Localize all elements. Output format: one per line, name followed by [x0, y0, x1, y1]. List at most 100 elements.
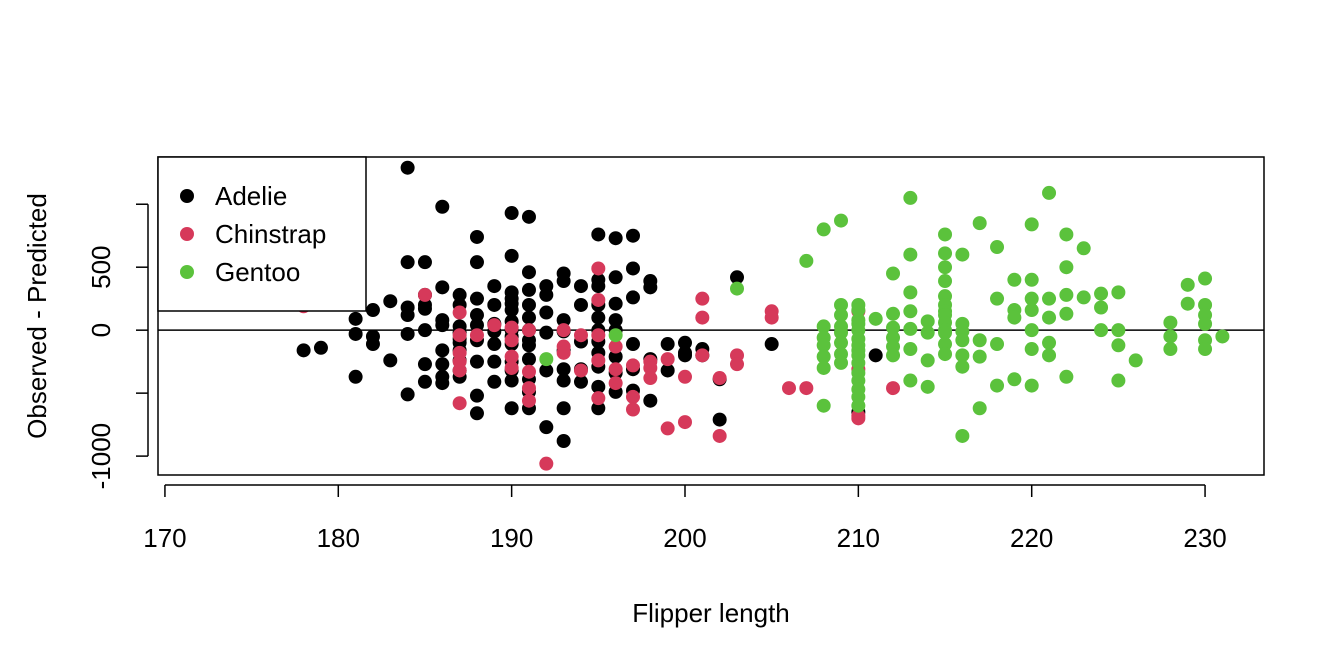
- point-gentoo-103: [1094, 286, 1109, 301]
- point-gentoo-12: [834, 297, 849, 312]
- point-adelie-71: [521, 209, 536, 224]
- point-gentoo-4: [816, 222, 831, 237]
- point-gentoo-96: [1059, 227, 1074, 242]
- point-chinstrap-2: [452, 305, 467, 320]
- point-chinstrap-13: [504, 360, 519, 375]
- point-chinstrap-30: [608, 362, 623, 377]
- point-gentoo-87: [1024, 303, 1039, 318]
- point-adelie-7: [365, 337, 380, 352]
- point-chinstrap-56: [851, 411, 866, 426]
- point-adelie-84: [539, 287, 554, 302]
- point-gentoo-55: [938, 274, 953, 289]
- point-adelie-62: [504, 303, 519, 318]
- point-gentoo-102: [1076, 290, 1091, 305]
- point-gentoo-107: [1111, 323, 1126, 338]
- point-adelie-9: [383, 353, 398, 368]
- x-tick-label-4: 210: [837, 523, 880, 553]
- point-adelie-43: [469, 291, 484, 306]
- point-adelie-94: [556, 362, 571, 377]
- point-adelie-26: [435, 318, 450, 333]
- point-adelie-8: [383, 294, 398, 309]
- point-adelie-31: [452, 287, 467, 302]
- point-adelie-88: [539, 420, 554, 435]
- point-adelie-0: [296, 343, 311, 358]
- point-adelie-57: [504, 206, 519, 221]
- point-chinstrap-45: [712, 371, 727, 386]
- point-adelie-69: [504, 373, 519, 388]
- legend-label-chinstrap: Chinstrap: [215, 219, 326, 249]
- point-gentoo-90: [1024, 378, 1039, 393]
- point-gentoo-0: [539, 352, 554, 367]
- point-adelie-136: [677, 348, 692, 363]
- legend-label-adelie: Adelie: [215, 181, 287, 211]
- point-chinstrap-14: [521, 323, 536, 338]
- point-chinstrap-27: [591, 353, 606, 368]
- point-gentoo-50: [920, 353, 935, 368]
- point-chinstrap-34: [625, 402, 640, 417]
- point-gentoo-68: [955, 333, 970, 348]
- point-gentoo-47: [903, 373, 918, 388]
- point-gentoo-72: [972, 216, 987, 231]
- x-tick-label-5: 220: [1010, 523, 1053, 553]
- point-gentoo-18: [834, 355, 849, 370]
- point-adelie-142: [764, 337, 779, 352]
- point-chinstrap-37: [643, 371, 658, 386]
- legend-label-gentoo: Gentoo: [215, 257, 300, 287]
- point-adelie-125: [625, 337, 640, 352]
- point-adelie-86: [539, 325, 554, 340]
- point-gentoo-111: [1163, 315, 1178, 330]
- point-chinstrap-48: [730, 357, 745, 372]
- point-adelie-41: [469, 229, 484, 244]
- point-adelie-129: [643, 280, 658, 295]
- point-gentoo-2: [730, 281, 745, 296]
- point-adelie-13: [400, 308, 415, 323]
- point-chinstrap-41: [677, 415, 692, 430]
- point-chinstrap-17: [521, 393, 536, 408]
- point-gentoo-20: [851, 303, 866, 318]
- point-gentoo-117: [1198, 297, 1213, 312]
- point-gentoo-114: [1180, 277, 1195, 292]
- x-tick-label-0: 170: [143, 523, 186, 553]
- point-adelie-27: [435, 343, 450, 358]
- y-tick-label-3: 500: [86, 246, 116, 289]
- x-tick-label-6: 230: [1183, 523, 1226, 553]
- point-adelie-72: [521, 265, 536, 280]
- point-gentoo-73: [972, 333, 987, 348]
- point-chinstrap-19: [556, 323, 571, 338]
- point-chinstrap-3: [452, 328, 467, 343]
- point-adelie-90: [556, 274, 571, 289]
- point-adelie-131: [643, 393, 658, 408]
- point-adelie-22: [417, 374, 432, 389]
- point-adelie-70: [504, 401, 519, 416]
- point-adelie-96: [556, 401, 571, 416]
- point-chinstrap-39: [660, 421, 675, 436]
- point-adelie-103: [591, 227, 606, 242]
- point-chinstrap-46: [712, 428, 727, 443]
- point-adelie-44: [469, 308, 484, 323]
- point-gentoo-71: [955, 428, 970, 443]
- point-chinstrap-28: [591, 391, 606, 406]
- point-gentoo-11: [834, 213, 849, 228]
- point-gentoo-49: [920, 325, 935, 340]
- data-points: [296, 160, 1230, 471]
- point-adelie-42: [469, 255, 484, 270]
- point-chinstrap-26: [591, 328, 606, 343]
- point-gentoo-52: [938, 227, 953, 242]
- point-chinstrap-36: [643, 360, 658, 375]
- point-chinstrap-52: [799, 381, 814, 396]
- point-chinstrap-33: [625, 389, 640, 404]
- point-chinstrap-38: [660, 352, 675, 367]
- point-gentoo-95: [1042, 348, 1057, 363]
- legend-marker-gentoo: [180, 265, 194, 279]
- point-gentoo-74: [972, 349, 987, 364]
- point-gentoo-45: [903, 321, 918, 336]
- point-gentoo-100: [1059, 369, 1074, 384]
- point-adelie-124: [625, 290, 640, 305]
- point-adelie-47: [469, 354, 484, 369]
- point-gentoo-64: [938, 347, 953, 362]
- point-gentoo-34: [868, 311, 883, 326]
- point-adelie-14: [400, 326, 415, 341]
- point-chinstrap-24: [591, 261, 606, 276]
- x-tick-label-2: 190: [490, 523, 533, 553]
- legend: Adelie Chinstrap Gentoo: [157, 156, 367, 312]
